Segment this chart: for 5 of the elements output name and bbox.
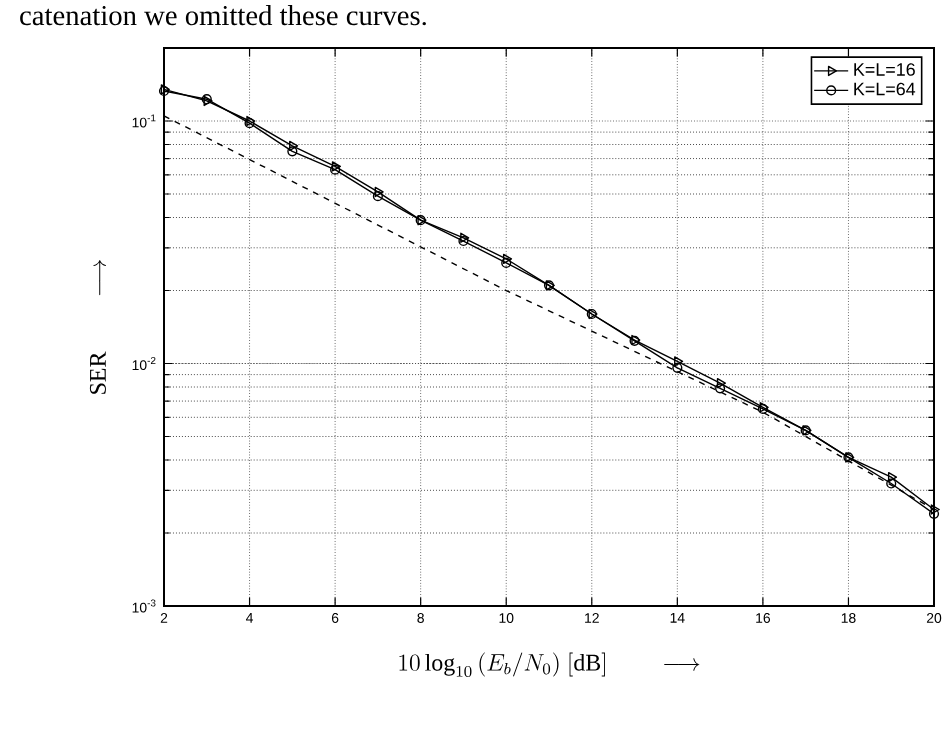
text: catenation we omitted these curves. <box>20 5 426 26</box>
y-axis-title: $\mathrm{SER}\qquad\longrightarrow$ <box>89 259 106 394</box>
legend-label: K=L=16 <box>854 63 915 76</box>
x-axis-title: $10\log_{10}\,(E_b/N_0)\ [\mathrm{dB}]\qquad\longrightarrow$ <box>399 652 700 677</box>
legend-label: K=L=64 <box>854 82 916 96</box>
